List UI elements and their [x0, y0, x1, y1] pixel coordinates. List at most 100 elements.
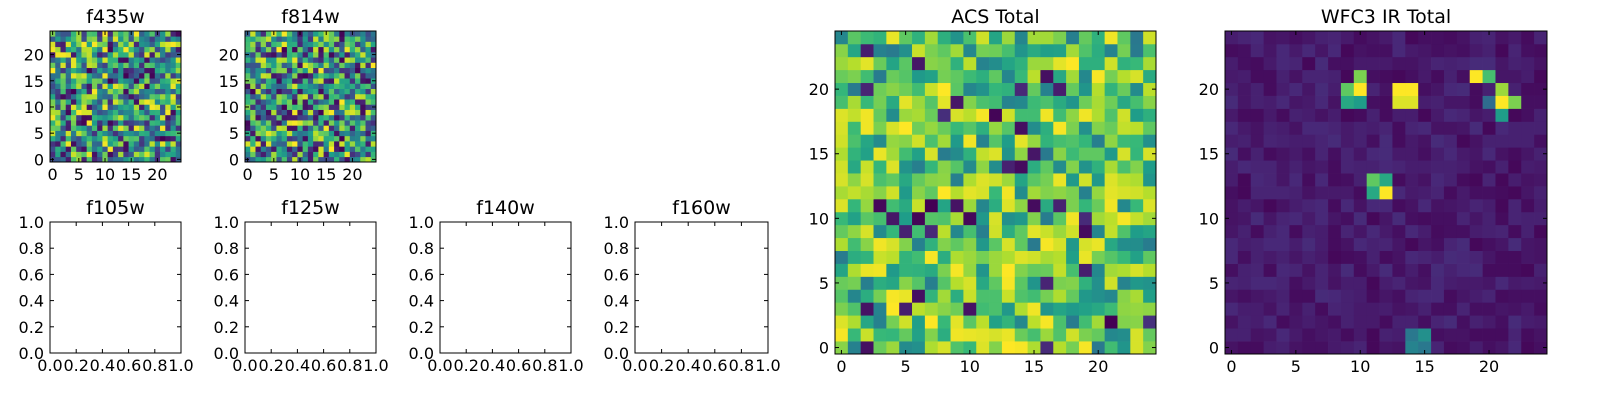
heatmap-cell — [1237, 289, 1252, 303]
heatmap-cell — [1066, 31, 1080, 45]
heatmap-cell — [873, 121, 887, 135]
heatmap-cell — [1482, 211, 1496, 226]
heatmap-cell — [1027, 315, 1041, 329]
heatmap-cell — [313, 99, 319, 105]
heatmap-cell — [339, 57, 345, 63]
heatmap-cell — [924, 186, 939, 200]
heatmap-cell — [355, 51, 361, 58]
heatmap-cell — [1276, 43, 1290, 58]
heatmap-cell — [1237, 315, 1252, 329]
heatmap-cell — [1117, 173, 1131, 187]
heatmap-cell — [154, 120, 161, 126]
heatmap-cell — [360, 125, 366, 131]
heatmap-cell — [1091, 160, 1105, 174]
heatmap-cell — [1469, 302, 1483, 316]
heatmap-cell — [1418, 121, 1432, 135]
heatmap-cell — [118, 62, 124, 69]
heatmap-cell — [302, 114, 309, 121]
heatmap-cell — [76, 67, 82, 74]
heatmap-cell — [1366, 224, 1380, 239]
heatmap-cell — [160, 51, 166, 58]
heatmap-cell — [847, 211, 862, 226]
heatmap-cell — [302, 31, 309, 37]
heatmap-cell — [1392, 315, 1406, 329]
heatmap-cell — [860, 250, 874, 264]
heatmap-cell — [245, 36, 251, 42]
y-tick-label: 1.0 — [214, 213, 239, 232]
heatmap-cell — [1469, 69, 1483, 84]
heatmap-cell — [835, 69, 849, 84]
heatmap-cell — [1104, 147, 1118, 161]
heatmap-cell — [1482, 276, 1496, 290]
heatmap-cell — [1521, 56, 1535, 71]
heatmap-cell — [1130, 250, 1144, 264]
heatmap-cell — [1302, 160, 1316, 174]
heatmap-cell — [1392, 43, 1406, 58]
heatmap-cell — [339, 135, 345, 142]
heatmap-cell — [860, 160, 874, 174]
heatmap-cell — [70, 114, 77, 121]
heatmap-cell — [899, 173, 913, 187]
heatmap-cell — [144, 120, 150, 126]
heatmap-cell — [1130, 147, 1144, 161]
heatmap-cell — [1066, 237, 1080, 251]
heatmap-cell — [1130, 95, 1144, 109]
heatmap-cell — [1392, 160, 1406, 174]
heatmap-cell — [1469, 56, 1483, 71]
y-tick-label: 0 — [34, 150, 44, 169]
heatmap-cell — [1066, 289, 1080, 303]
heatmap-cell — [1040, 211, 1054, 226]
heatmap-cell — [149, 156, 156, 163]
heatmap-cell — [128, 93, 135, 100]
heatmap-cell — [937, 315, 951, 329]
heatmap-cell — [250, 104, 256, 110]
heatmap-cell — [1534, 56, 1548, 71]
heatmap-cell — [1456, 56, 1471, 71]
heatmap-cell — [91, 88, 98, 95]
heatmap-cell — [1508, 173, 1522, 187]
heatmap-cell — [170, 62, 177, 69]
heatmap-cell — [835, 276, 849, 290]
heatmap-cell — [847, 328, 862, 342]
heatmap-cell — [963, 276, 977, 290]
heatmap-cell — [139, 151, 145, 158]
heatmap-cell — [307, 88, 314, 95]
heatmap-cell — [1027, 95, 1041, 109]
heatmap-cell — [1418, 211, 1432, 226]
heatmap-cell — [912, 82, 926, 96]
heatmap-cell — [250, 109, 256, 116]
heatmap-cell — [81, 51, 88, 58]
heatmap-cell — [250, 57, 256, 63]
heatmap-cell — [255, 135, 262, 142]
heatmap-cell — [334, 78, 340, 84]
heatmap-cell — [265, 135, 272, 142]
heatmap-cell — [989, 289, 1003, 303]
heatmap-cell — [1521, 147, 1535, 161]
heatmap-cell — [245, 57, 251, 63]
heatmap-cell — [302, 120, 309, 126]
y-tick-label: 0.4 — [409, 292, 434, 311]
heatmap-cell — [255, 88, 262, 95]
heatmap-cell — [55, 156, 61, 163]
heatmap-cell — [260, 151, 267, 158]
heatmap-cell — [1091, 95, 1105, 109]
heatmap-cell — [76, 125, 82, 131]
heatmap-cell — [1482, 198, 1496, 213]
heatmap-cell — [123, 78, 129, 84]
heatmap-cell — [1366, 173, 1380, 187]
heatmap-cell — [1027, 173, 1041, 187]
heatmap-cell — [86, 99, 93, 105]
heatmap-cell — [1276, 302, 1290, 316]
heatmap-cell — [118, 46, 124, 53]
heatmap-cell — [175, 72, 182, 79]
heatmap-cell — [1469, 43, 1483, 58]
heatmap-cell — [107, 156, 114, 163]
heatmap-cell — [1431, 186, 1445, 200]
heatmap-cell — [360, 120, 366, 126]
heatmap-cell — [154, 146, 161, 152]
x-tick-label: 0.6 — [116, 356, 141, 375]
x-tick-label: 10 — [960, 357, 980, 376]
heatmap-cell — [1353, 315, 1368, 329]
heatmap-cell — [1130, 186, 1144, 200]
heatmap-cell — [307, 125, 314, 131]
